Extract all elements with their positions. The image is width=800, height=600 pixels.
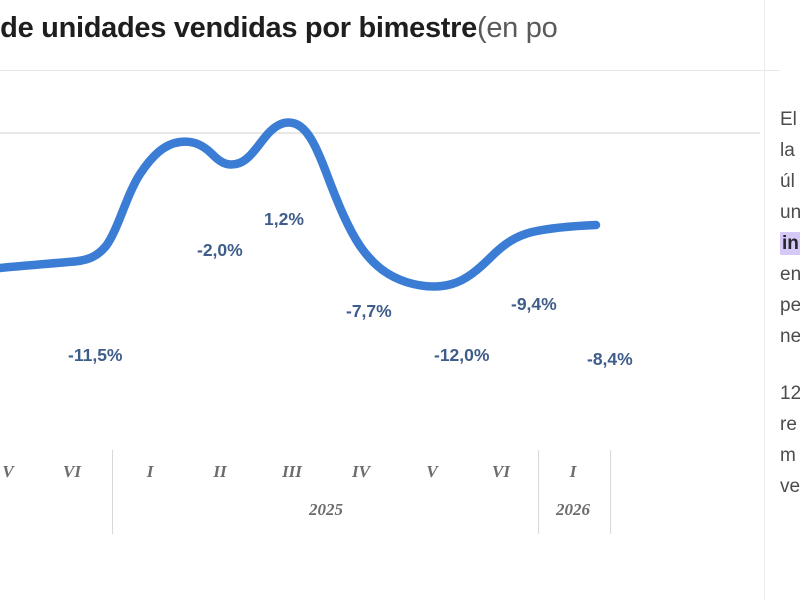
body-line-4: un: [780, 202, 800, 223]
headline-divider: [0, 70, 780, 71]
article-paragraph-2: 12 re m ve: [780, 378, 800, 502]
column-divider: [764, 0, 765, 600]
axis-tick: II: [213, 462, 227, 481]
body-line-1: El: [780, 109, 797, 130]
page-title-strong: teranual de unidades vendidas por bimest…: [0, 12, 477, 44]
body-line-9: 12: [780, 383, 800, 404]
article-body-column: El la úl un in en pe ne 12 re m ve: [780, 104, 800, 528]
axis-tick: I: [146, 462, 154, 481]
axis-tick: III: [282, 462, 302, 481]
body-line-8: ne: [780, 326, 800, 347]
data-label: -7,7%: [346, 301, 392, 321]
axis-tick: V: [426, 462, 438, 481]
line-chart: 4% -14,4% -11,5% -2,0% 1,2% -7,7% -12,0%…: [0, 96, 760, 446]
chart-x-axis: II IV V VI I II III IV V VI I 2024 2025 …: [0, 444, 760, 540]
year-separator: [538, 450, 539, 534]
data-label: -2,0%: [197, 240, 243, 260]
axis-tick: I: [569, 462, 577, 481]
axis-tick: VI: [63, 462, 81, 481]
data-label: -11,5%: [68, 345, 123, 365]
data-label: -12,0%: [434, 345, 490, 365]
axis-year-label: 2026: [556, 500, 590, 519]
body-line-3: úl: [780, 171, 795, 192]
chart-svg: 4% -14,4% -11,5% -2,0% 1,2% -7,7% -12,0%…: [0, 118, 760, 369]
year-separator: [610, 450, 611, 534]
series-line: [0, 118, 601, 291]
year-separator: [112, 450, 113, 534]
axis-tick: IV: [352, 462, 370, 481]
body-line-11: m: [780, 445, 796, 466]
data-label: 1,2%: [264, 209, 304, 229]
body-line-10: re: [780, 414, 797, 435]
page-title: teranual de unidades vendidas por bimest…: [0, 8, 800, 48]
body-line-7: pe: [780, 295, 800, 316]
body-line-12: ve: [780, 476, 800, 497]
axis-tick: V: [2, 462, 14, 481]
article-paragraph-1: El la úl un in en pe ne: [780, 104, 800, 352]
data-label-group: 4% -14,4% -11,5% -2,0% 1,2% -7,7% -12,0%…: [68, 209, 633, 369]
axis-tick: VI: [492, 462, 510, 481]
data-label: -8,4%: [587, 349, 633, 369]
body-line-2: la: [780, 140, 795, 161]
body-highlighted-term: in: [780, 232, 800, 255]
data-label: -9,4%: [511, 294, 557, 314]
page-title-light: (en po: [476, 12, 558, 44]
body-line-6: en: [780, 264, 800, 285]
axis-year-label: 2025: [309, 500, 343, 519]
